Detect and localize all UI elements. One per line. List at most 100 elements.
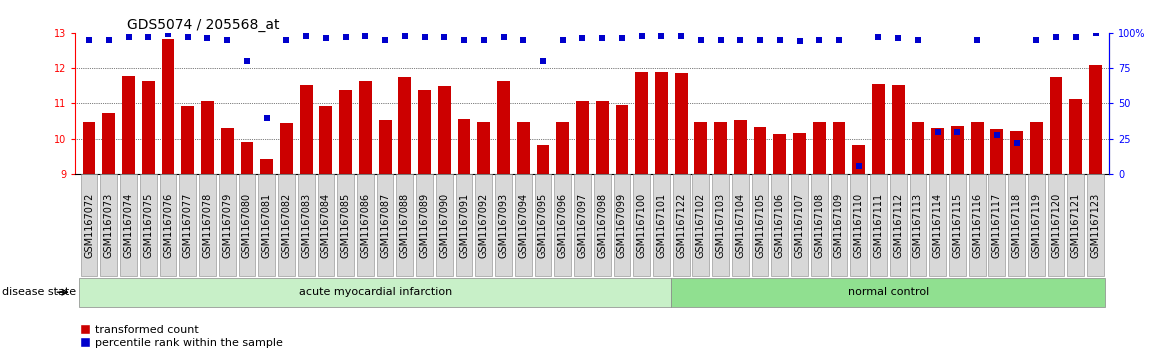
Point — [870, 34, 888, 40]
FancyBboxPatch shape — [950, 174, 966, 276]
Point — [277, 37, 295, 43]
Bar — [477, 122, 490, 174]
Text: GSM1167081: GSM1167081 — [262, 192, 272, 258]
Bar — [951, 126, 963, 174]
Bar — [280, 123, 293, 174]
Text: GSM1167100: GSM1167100 — [637, 192, 646, 258]
Text: GSM1167079: GSM1167079 — [222, 192, 233, 258]
FancyBboxPatch shape — [614, 174, 630, 276]
Text: GSM1167072: GSM1167072 — [85, 192, 94, 258]
FancyBboxPatch shape — [653, 174, 669, 276]
Bar — [931, 128, 944, 174]
FancyBboxPatch shape — [672, 277, 1106, 307]
Point — [554, 37, 572, 43]
Text: GSM1167087: GSM1167087 — [380, 192, 390, 258]
Bar — [457, 119, 470, 174]
Bar — [990, 129, 1003, 174]
Point — [475, 37, 493, 43]
FancyBboxPatch shape — [989, 174, 1005, 276]
Point — [178, 34, 197, 40]
Text: GSM1167119: GSM1167119 — [1032, 192, 1041, 258]
Bar — [774, 134, 786, 174]
Bar — [576, 101, 589, 174]
Bar — [793, 133, 806, 174]
Point — [1027, 37, 1046, 43]
Text: GSM1167111: GSM1167111 — [873, 192, 884, 258]
FancyBboxPatch shape — [811, 174, 828, 276]
Legend: transformed count, percentile rank within the sample: transformed count, percentile rank withi… — [81, 325, 284, 348]
Text: GSM1167096: GSM1167096 — [558, 192, 567, 258]
FancyBboxPatch shape — [909, 174, 926, 276]
Bar — [1010, 131, 1023, 174]
Bar — [636, 72, 648, 174]
Text: GSM1167085: GSM1167085 — [340, 192, 351, 258]
Bar — [695, 122, 708, 174]
Text: GSM1167076: GSM1167076 — [163, 192, 173, 258]
Bar — [339, 90, 352, 174]
Text: GSM1167121: GSM1167121 — [1071, 192, 1080, 258]
Point — [494, 34, 513, 40]
Point — [357, 33, 375, 38]
Text: GSM1167118: GSM1167118 — [1012, 192, 1021, 258]
Bar — [182, 106, 195, 174]
FancyBboxPatch shape — [1068, 174, 1084, 276]
Text: GSM1167086: GSM1167086 — [360, 192, 371, 258]
Point — [909, 37, 928, 43]
FancyBboxPatch shape — [1028, 174, 1045, 276]
Point — [296, 33, 315, 38]
Bar — [1029, 122, 1042, 174]
Point — [573, 36, 592, 41]
Bar — [536, 145, 549, 174]
Bar — [595, 101, 609, 174]
Point — [1047, 34, 1065, 40]
FancyBboxPatch shape — [771, 174, 789, 276]
Point — [948, 129, 967, 135]
Text: GSM1167090: GSM1167090 — [439, 192, 449, 258]
Bar — [102, 113, 116, 174]
Bar — [970, 122, 983, 174]
FancyBboxPatch shape — [435, 174, 453, 276]
FancyBboxPatch shape — [120, 174, 137, 276]
FancyBboxPatch shape — [476, 174, 492, 276]
Bar — [1049, 77, 1063, 174]
Point — [809, 37, 828, 43]
Point — [100, 37, 118, 43]
Point — [988, 132, 1006, 138]
FancyBboxPatch shape — [1048, 174, 1064, 276]
Text: GSM1167075: GSM1167075 — [144, 192, 153, 258]
Text: GSM1167074: GSM1167074 — [124, 192, 133, 258]
FancyBboxPatch shape — [298, 174, 315, 276]
Point — [672, 33, 690, 38]
Text: GSM1167104: GSM1167104 — [735, 192, 746, 258]
FancyBboxPatch shape — [633, 174, 650, 276]
Bar — [1069, 99, 1083, 174]
Bar — [833, 122, 845, 174]
Point — [929, 129, 947, 135]
Point — [711, 37, 730, 43]
Point — [139, 34, 157, 40]
Text: GSM1167082: GSM1167082 — [281, 192, 292, 258]
Text: GSM1167117: GSM1167117 — [992, 192, 1002, 258]
FancyBboxPatch shape — [870, 174, 887, 276]
Point — [198, 36, 217, 41]
Point — [1067, 34, 1085, 40]
Bar — [122, 76, 135, 174]
FancyBboxPatch shape — [1087, 174, 1104, 276]
Bar — [675, 73, 688, 174]
Point — [593, 36, 611, 41]
Bar — [734, 121, 747, 174]
FancyBboxPatch shape — [376, 174, 394, 276]
FancyBboxPatch shape — [535, 174, 551, 276]
Bar — [813, 122, 826, 174]
Text: normal control: normal control — [848, 287, 929, 297]
Text: GSM1167095: GSM1167095 — [538, 192, 548, 258]
Text: GSM1167123: GSM1167123 — [1091, 192, 1100, 258]
Point — [613, 36, 631, 41]
FancyBboxPatch shape — [239, 174, 256, 276]
Bar — [556, 122, 569, 174]
Text: GSM1167084: GSM1167084 — [321, 192, 331, 258]
FancyBboxPatch shape — [791, 174, 808, 276]
Point — [889, 36, 908, 41]
Bar — [754, 127, 767, 174]
Bar — [261, 159, 273, 174]
